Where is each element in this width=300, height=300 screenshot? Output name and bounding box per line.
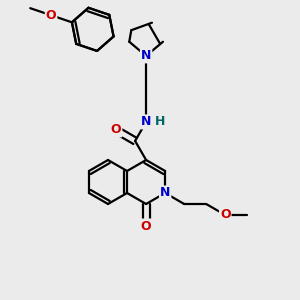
Text: H: H xyxy=(155,116,165,128)
Text: O: O xyxy=(220,208,231,221)
Text: N: N xyxy=(141,50,151,62)
Text: N: N xyxy=(160,187,170,200)
Text: N: N xyxy=(141,116,151,128)
Text: O: O xyxy=(141,220,152,232)
Text: O: O xyxy=(46,9,56,22)
Text: O: O xyxy=(111,123,122,136)
